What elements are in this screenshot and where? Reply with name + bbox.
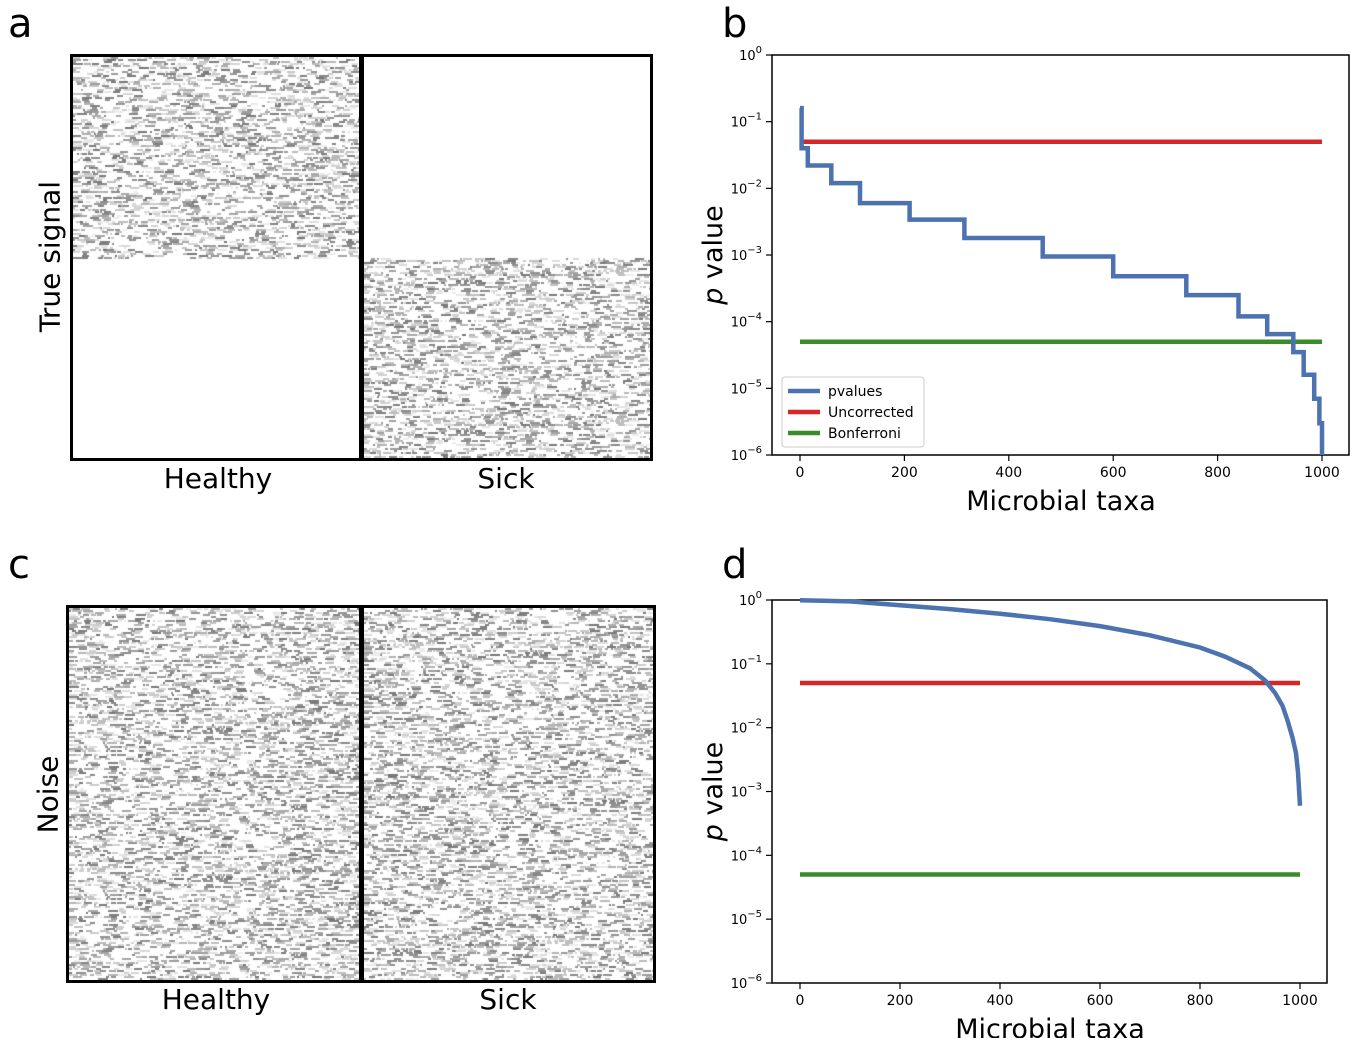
x-tick-label: 0	[796, 993, 805, 1009]
x-tick-label: 600	[1087, 993, 1114, 1009]
panel-letter-c: c	[8, 542, 30, 588]
noise-matrix	[66, 605, 656, 983]
y-tick-label: 10−3	[731, 782, 762, 801]
panel-letter-b: b	[722, 1, 748, 47]
y-tick-label: 10−6	[731, 973, 762, 992]
y-axis-label: p value	[698, 205, 729, 305]
y-tick-label: 10−2	[731, 178, 762, 197]
y-tick-label: 100	[739, 45, 762, 64]
legend-box	[781, 376, 925, 448]
group-label-sick: Sick	[477, 462, 535, 495]
y-axis-label: p value	[698, 742, 729, 842]
x-axis-label: Microbial taxa	[966, 486, 1156, 517]
y-tick-label: 10−1	[731, 112, 762, 131]
legend: pvalues Uncorrected Bonferroni	[781, 376, 925, 448]
legend-label: Bonferroni	[828, 426, 901, 442]
y-tick-label: 10−4	[731, 312, 762, 331]
group-divider	[359, 57, 364, 458]
x-tick-label: 1000	[1304, 465, 1340, 481]
x-axis-label: Microbial taxa	[955, 1014, 1145, 1038]
x-tick-label: 800	[1187, 993, 1214, 1009]
x-tick-label: 600	[1100, 465, 1127, 481]
x-tick-label: 400	[987, 993, 1014, 1009]
y-tick-label: 10−3	[731, 245, 762, 264]
true-signal-matrix	[70, 54, 653, 461]
noise-label: Noise	[31, 755, 65, 834]
plot-frame	[771, 599, 1328, 984]
healthy-signal-heatmap	[73, 57, 359, 458]
series-line-series-0	[799, 598, 1303, 806]
y-tick-label: 100	[739, 590, 762, 609]
x-tick-label: 200	[887, 993, 914, 1009]
group-divider	[359, 608, 364, 980]
y-tick-label: 10−5	[731, 909, 762, 928]
panel-letter-a: a	[8, 1, 33, 47]
series-line-pvalues	[799, 105, 1325, 455]
x-tick-label: 200	[891, 465, 918, 481]
x-tick-label: 800	[1204, 465, 1231, 481]
sick-noise-heatmap	[364, 608, 653, 980]
sick-signal-heatmap	[364, 57, 650, 458]
y-tick-label: 10−1	[731, 654, 762, 673]
true-signal-label: True signal	[33, 180, 67, 333]
x-tick-label: 400	[995, 465, 1022, 481]
group-label-healthy: Healthy	[163, 462, 273, 495]
y-tick-label: 10−5	[731, 378, 762, 397]
group-label-sick: Sick	[479, 983, 537, 1016]
panel-letter-d: d	[722, 542, 748, 588]
x-tick-label: 1000	[1282, 993, 1318, 1009]
healthy-noise-heatmap	[69, 608, 359, 980]
y-tick-label: 10−2	[731, 718, 762, 737]
pvalue-chart-noise: 100 10−1 10−2 10−3 10−4 10−5 10−6 0 200 400 600 800…	[698, 590, 1328, 1038]
x-tick-label: 0	[796, 465, 805, 481]
group-label-healthy: Healthy	[161, 983, 271, 1016]
y-tick-label: 10−4	[731, 845, 762, 864]
legend-label: pvalues	[828, 384, 882, 400]
pvalue-chart-signal: 100 10−1 10−2 10−3 10−4 10−5 10−6 0 200 400 600 800…	[698, 45, 1350, 517]
y-tick-label: 10−6	[731, 445, 762, 464]
legend-label: Uncorrected	[828, 405, 914, 421]
